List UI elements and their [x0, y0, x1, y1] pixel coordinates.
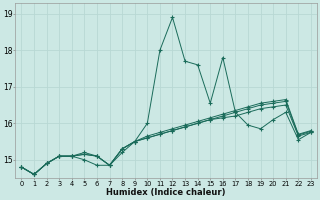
- X-axis label: Humidex (Indice chaleur): Humidex (Indice chaleur): [107, 188, 226, 197]
